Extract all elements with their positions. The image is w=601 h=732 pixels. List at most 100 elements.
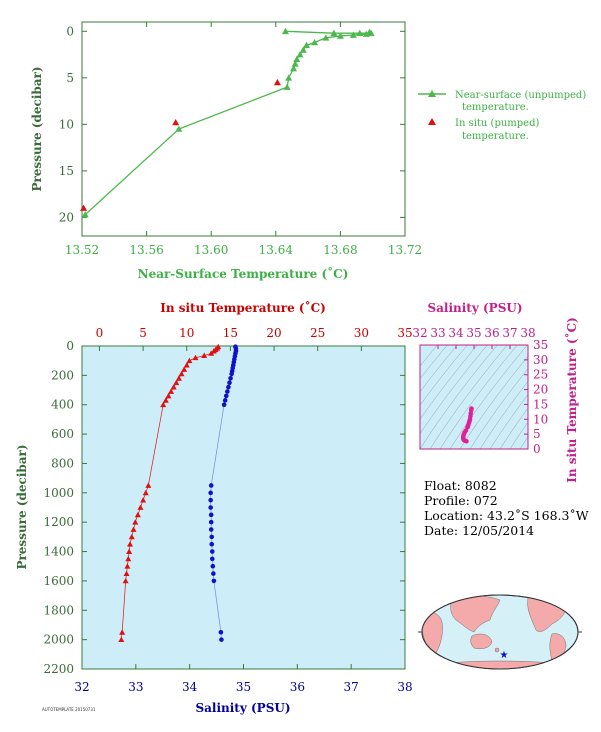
y-tick-label: 0: [66, 339, 74, 353]
legend-label-in-situ-2: temperature.: [462, 131, 529, 142]
profile-chart: 0 5 10 15 20 25 30 35 32 33 34 35 36 37 38 0 200 400 600 80…: [15, 300, 413, 715]
y-tick-label: 1800: [43, 603, 74, 617]
near-surface-point: [367, 29, 375, 36]
ts-data: [460, 406, 474, 444]
profile-y-axis-label: Pressure (decibar): [15, 444, 29, 569]
bottom-tick-label: 34: [182, 680, 198, 694]
profile-top-axis-label: In situ Temperature (˚C): [160, 300, 326, 315]
near-surface-point: [291, 60, 299, 67]
legend-marker-near-surface: [428, 90, 436, 97]
density-contour: [439, 345, 518, 449]
ts-x-tick-label: 35: [466, 326, 481, 340]
ts-plot-background: [420, 345, 528, 449]
float-number: Float: 8082: [424, 478, 497, 493]
salinity-point: [222, 398, 228, 403]
map-australia: [470, 633, 493, 649]
salinity-point: [209, 549, 215, 554]
legend-label-near-surface-2: temperature.: [462, 102, 529, 113]
profile-plot-background: [81, 345, 406, 670]
temperature-point: [119, 629, 126, 635]
x-tick-label: 13.52: [65, 243, 99, 257]
temperature-point: [126, 548, 133, 554]
salinity-point: [208, 527, 214, 532]
top-tick-label: 0: [96, 326, 104, 340]
ts-y-tick-label: 30: [533, 353, 548, 367]
y-tick-label: 20: [59, 210, 74, 224]
temperature-point: [165, 392, 172, 399]
y-tick-label: 400: [51, 398, 74, 412]
temperature-point: [125, 555, 132, 562]
salinity-point: [211, 578, 217, 584]
world-map-icon: ★: [418, 594, 582, 670]
y-tick-label: 15: [59, 164, 74, 178]
salinity-point: [218, 629, 224, 635]
x-tick-label: 13.68: [323, 243, 357, 257]
salinity-point: [208, 483, 214, 488]
near-surface-ticks: 13.52 13.56 13.60 13.64 13.68 13.72 0 5 10 15 20: [59, 22, 422, 257]
salinity-point: [210, 563, 216, 569]
near-surface-point: [81, 211, 89, 218]
y-tick-label: 1600: [43, 574, 74, 588]
in-situ-point: [80, 204, 88, 211]
temperature-point: [178, 370, 185, 377]
float-info: Float: 8082 Profile: 072 Location: 43.2˚…: [424, 478, 589, 538]
y-tick-label: 1400: [43, 545, 74, 559]
profile-ticks: 0 5 10 15 20 25 30 35 32 33 34 35 36 37 38 0 200 400 600 80…: [43, 326, 412, 694]
near-surface-legend: Near-surface (unpumped) temperature. In …: [418, 90, 586, 142]
x-tick-label: 13.60: [194, 243, 228, 257]
ts-y-tick-label: 15: [533, 397, 548, 411]
footer-code: AUTOTEMPLATE 20150731: [42, 707, 96, 712]
near-surface-data: [80, 27, 375, 218]
temperature-point: [186, 357, 193, 364]
y-tick-label: 1000: [43, 486, 74, 500]
map-new-zealand: [494, 647, 500, 653]
temperature-point: [201, 352, 208, 358]
bottom-tick-label: 35: [236, 680, 251, 694]
density-contour: [420, 345, 468, 406]
near-surface-point: [283, 83, 291, 90]
density-contour: [479, 381, 528, 449]
near-surface-chart: 13.52 13.56 13.60 13.64 13.68 13.72 0 5 10 15 20 N…: [30, 21, 586, 281]
temperature-point: [160, 401, 167, 408]
x-tick-label: 13.56: [129, 243, 163, 257]
near-surface-point: [349, 31, 357, 38]
temperature-point: [145, 482, 152, 488]
salinity-point: [228, 376, 233, 381]
near-surface-point: [311, 38, 319, 46]
bottom-tick-label: 32: [74, 680, 89, 694]
profile-number: Profile: 072: [424, 493, 498, 508]
in-situ-point: [172, 118, 180, 126]
bottom-tick-label: 37: [344, 680, 359, 694]
salinity-point: [221, 402, 227, 408]
ts-x-tick-label: 33: [430, 326, 445, 340]
top-tick-label: 5: [139, 326, 147, 340]
ts-x-tick-label: 34: [448, 326, 464, 340]
legend-label-in-situ-1: In situ (pumped): [455, 118, 539, 129]
near-surface-point: [293, 55, 301, 63]
salinity-point: [208, 497, 213, 503]
temperature-point: [132, 519, 139, 525]
salinity-point: [208, 505, 213, 510]
x-tick-label: 13.64: [259, 243, 294, 257]
density-contour: [429, 345, 508, 449]
salinity-point: [225, 389, 230, 394]
density-contour: [469, 368, 528, 449]
near-surface-point: [175, 125, 183, 132]
salinity-point: [229, 371, 234, 377]
ts-y-tick-label: 0: [533, 442, 541, 456]
y-tick-label: 800: [51, 456, 74, 470]
temperature-point: [208, 350, 215, 356]
temperature-point: [173, 379, 180, 386]
salinity-point: [208, 490, 213, 496]
near-surface-point: [285, 74, 293, 81]
legend-label-near-surface-1: Near-surface (unpumped): [455, 90, 586, 101]
ts-x-axis-label: Salinity (PSU): [427, 301, 522, 315]
map-asia: [450, 595, 501, 633]
temperature-point: [130, 526, 137, 532]
temperature-point: [142, 489, 149, 496]
map-south-america: [549, 633, 567, 667]
star-icon: ★: [500, 650, 509, 661]
near-surface-point: [299, 46, 307, 53]
